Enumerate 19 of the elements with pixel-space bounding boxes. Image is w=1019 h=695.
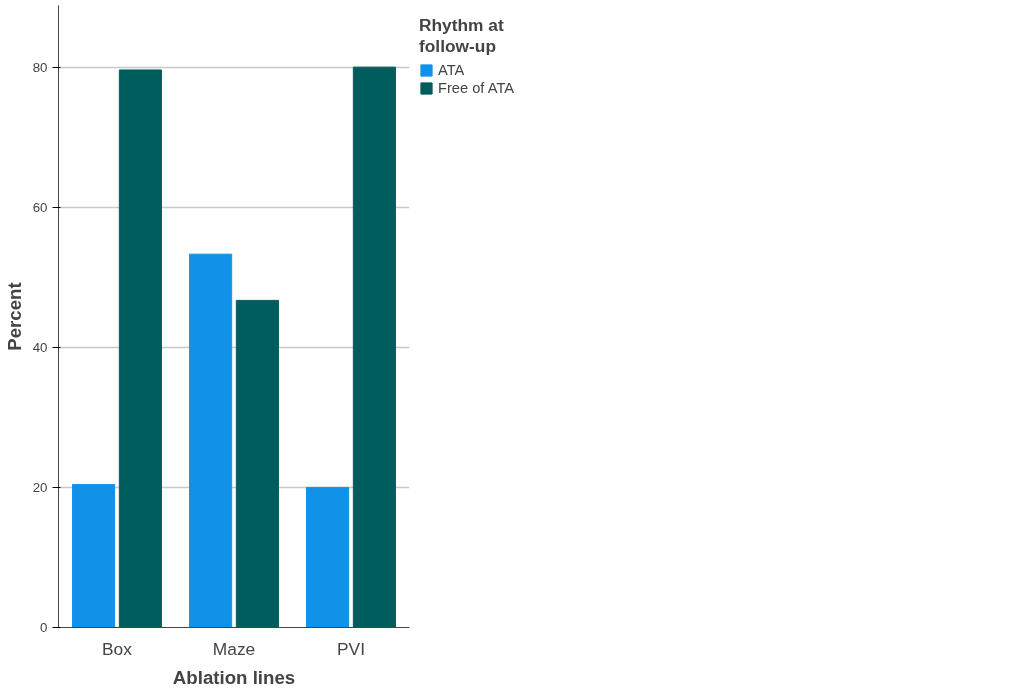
y-tick-label: 40 — [32, 339, 48, 355]
x-tick-label: Box — [102, 638, 133, 659]
bar — [72, 484, 116, 628]
y-tick-label: 20 — [32, 479, 48, 495]
bar — [235, 299, 279, 628]
legend-title: Rhythm at follow-up — [419, 15, 505, 57]
y-axis-title: Percent — [3, 282, 25, 351]
x-tick-label: Maze — [212, 638, 256, 659]
bar — [189, 253, 233, 628]
legend-label: ATA — [438, 62, 465, 78]
y-tick-label: 80 — [32, 59, 48, 75]
bar — [306, 486, 350, 628]
bar — [352, 66, 396, 628]
x-tick-label: PVI — [337, 638, 365, 659]
y-tick-label: 0 — [40, 620, 48, 635]
legend-label: Free of ATA — [438, 80, 515, 96]
x-axis-title: Ablation lines — [172, 666, 296, 688]
y-tick-label: 60 — [32, 199, 48, 215]
bar — [118, 69, 162, 628]
